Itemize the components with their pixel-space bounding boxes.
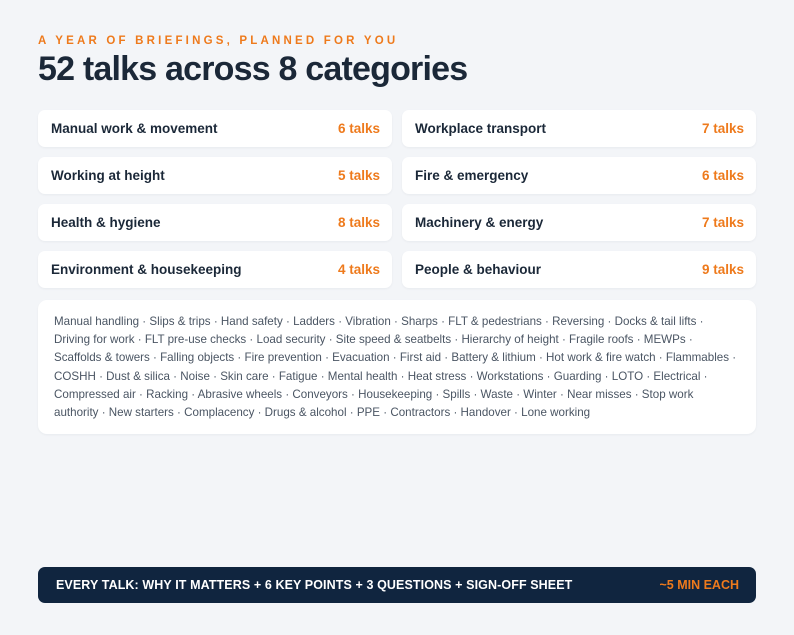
- category-card: Environment & housekeeping 4 talks: [38, 251, 392, 288]
- category-count: 6 talks: [337, 121, 380, 136]
- category-count: 7 talks: [701, 215, 744, 230]
- category-card: Machinery & energy 7 talks: [402, 204, 756, 241]
- page-title: 52 talks across 8 categories: [38, 50, 468, 88]
- category-name: Manual work & movement: [51, 121, 218, 136]
- topics-list: Manual handling · Slips & trips · Hand s…: [38, 300, 756, 434]
- category-name: Working at height: [51, 168, 165, 183]
- category-count: 4 talks: [337, 262, 380, 277]
- category-count: 8 talks: [337, 215, 380, 230]
- eyebrow-label: A YEAR OF BRIEFINGS, PLANNED FOR YOU: [38, 35, 399, 47]
- category-count: 6 talks: [701, 168, 744, 183]
- duration-badge: ~5 MIN EACH: [659, 578, 739, 592]
- category-card: Health & hygiene 8 talks: [38, 204, 392, 241]
- category-card: Working at height 5 talks: [38, 157, 392, 194]
- category-name: Fire & emergency: [415, 168, 529, 183]
- category-card: Manual work & movement 6 talks: [38, 110, 392, 147]
- category-card: Workplace transport 7 talks: [402, 110, 756, 147]
- category-card: People & behaviour 9 talks: [402, 251, 756, 288]
- category-name: People & behaviour: [415, 262, 542, 277]
- footer-text: EVERY TALK: WHY IT MATTERS + 6 KEY POINT…: [56, 578, 573, 592]
- footer-banner: EVERY TALK: WHY IT MATTERS + 6 KEY POINT…: [38, 567, 756, 603]
- category-count: 9 talks: [701, 262, 744, 277]
- category-count: 7 talks: [701, 121, 744, 136]
- category-count: 5 talks: [337, 168, 380, 183]
- category-name: Environment & housekeeping: [51, 262, 242, 277]
- category-grid: Manual work & movement 6 talks Workplace…: [38, 110, 756, 288]
- category-name: Machinery & energy: [415, 215, 544, 230]
- category-name: Health & hygiene: [51, 215, 161, 230]
- category-name: Workplace transport: [415, 121, 547, 136]
- category-card: Fire & emergency 6 talks: [402, 157, 756, 194]
